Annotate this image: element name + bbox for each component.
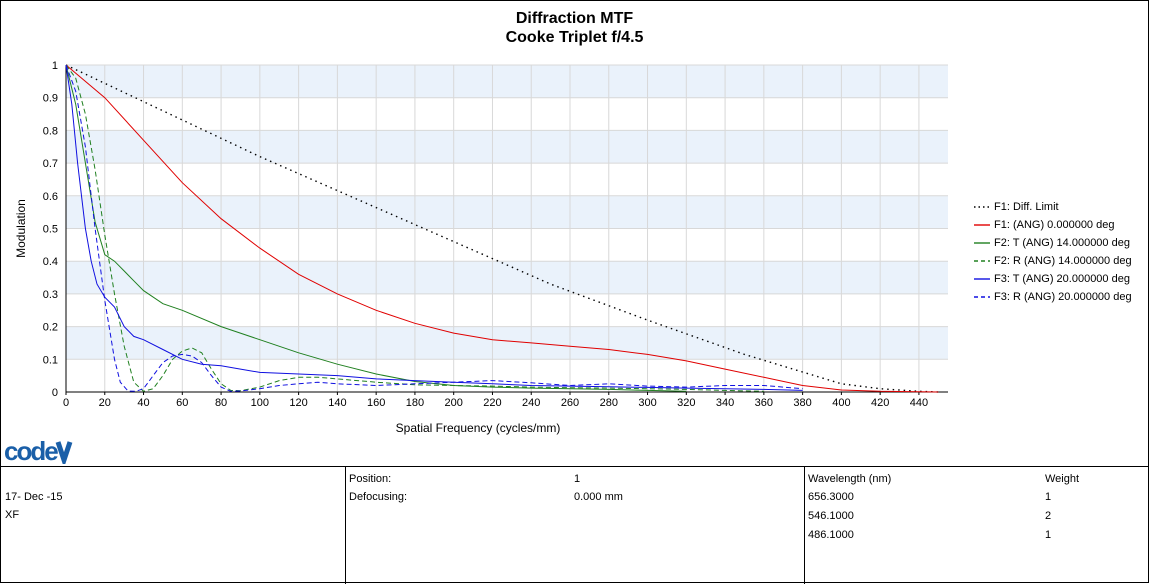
info-panel: 17- Dec -15 XF Position: 1 Defocusing: 0… [0,466,1149,584]
x-tick-label: 440 [910,397,928,409]
series-line-6 [65,64,803,392]
weight-1: 1 [1045,491,1052,503]
chart-title: Diffraction MTF [515,10,634,27]
position-label: Position: [349,473,392,485]
legend-swatch [974,278,990,280]
x-tick-label: 160 [367,397,385,409]
logo-code-text: code [4,436,58,464]
weight-2: 2 [1045,510,1052,522]
y-tick-label: 0.5 [43,224,58,236]
legend-swatch [974,206,990,208]
legend: F1: Diff. Limit F1: (ANG) 0.000000 deg F2:… [974,198,1132,306]
legend-label: F3: T (ANG) 20.000000 deg [994,273,1130,285]
x-tick-label: 400 [832,397,850,409]
x-tick-label: 180 [406,397,424,409]
x-tick-label: 0 [63,397,69,409]
legend-item-5: F3: T (ANG) 20.000000 deg [974,270,1132,288]
series-line-3 [65,64,687,392]
legend-item-6: F3: R (ANG) 20.000000 deg [974,288,1132,306]
id-text: XF [5,509,20,521]
x-tick-label: 340 [716,397,734,409]
legend-swatch [974,296,990,298]
info-divider [804,467,805,584]
position-value: 1 [574,473,581,485]
x-tick-label: 240 [522,397,540,409]
x-tick-label: 200 [445,397,463,409]
y-tick-label: 0.6 [43,191,58,203]
weight-header: Weight [1045,473,1080,485]
legend-item-1: F1: Diff. Limit [974,198,1132,216]
code-v-logo: code [4,436,76,469]
y-tick-label: 0.8 [43,125,58,137]
legend-item-3: F2: T (ANG) 14.000000 deg [974,234,1132,252]
y-tick-label: 0.1 [43,354,58,366]
mtf-chart: 0 20 40 60 80 100 120 140 160 180 200 220 240 260 280 3… [14,60,948,435]
legend-swatch [974,242,990,244]
defocusing-value: 0.000 mm [574,491,623,503]
y-tick-label: 1 [52,60,58,72]
legend-label: F1: (ANG) 0.000000 deg [994,219,1115,231]
chart-subtitle: Cooke Triplet f/4.5 [505,29,644,46]
x-tick-label: 100 [251,397,269,409]
series-line-1 [65,64,939,393]
x-tick-label: 140 [328,397,346,409]
x-tick-label: 20 [99,397,111,409]
info-divider [345,467,346,584]
legend-label: F2: T (ANG) 14.000000 deg [994,237,1130,249]
x-tick-label: 40 [137,397,149,409]
y-tick-label: 0 [52,387,58,399]
grid-band [66,261,948,294]
wavelength-1: 656.3000 [808,491,854,503]
weight-3: 1 [1045,529,1052,541]
wavelength-3: 486.1000 [808,529,854,541]
x-tick-label: 360 [755,397,773,409]
legend-swatch [974,260,990,262]
y-tick-label: 0.9 [43,93,58,105]
date-text: 17- Dec -15 [5,491,63,503]
x-tick-label: 420 [871,397,889,409]
grid-band [66,130,948,164]
legend-label: F3: R (ANG) 20.000000 deg [994,291,1132,303]
x-axis-label: Spatial Frequency (cycles/mm) [396,421,561,435]
y-axis-label: Modulation [14,199,28,258]
y-tick-label: 0.4 [43,256,58,268]
x-tick-label: 60 [176,397,188,409]
legend-item-4: F2: R (ANG) 14.000000 deg [974,252,1132,270]
y-tick-label: 0.2 [43,322,58,334]
legend-label: F1: Diff. Limit [994,201,1059,213]
x-tick-label: 80 [215,397,227,409]
legend-swatch [974,224,990,226]
legend-label: F2: R (ANG) 14.000000 deg [994,255,1132,267]
series-line-2 [65,64,939,393]
x-tick-label: 380 [793,397,811,409]
x-tick-label: 280 [600,397,618,409]
grid-band [66,65,948,98]
y-tick-label: 0.7 [43,158,58,170]
wavelength-2: 546.1000 [808,510,854,522]
x-tick-label: 120 [289,397,307,409]
wavelength-header: Wavelength (nm) [808,473,892,485]
x-tick-label: 220 [483,397,501,409]
x-tick-label: 300 [638,397,656,409]
x-tick-label: 320 [677,397,695,409]
series-line-5 [65,64,803,391]
y-tick-label: 0.3 [43,289,58,301]
grid-band [66,195,948,229]
legend-item-2: F1: (ANG) 0.000000 deg [974,216,1132,234]
x-tick-label: 260 [561,397,579,409]
series-line-4 [65,64,764,392]
grid-band [66,326,948,360]
defocusing-label: Defocusing: [349,491,408,503]
